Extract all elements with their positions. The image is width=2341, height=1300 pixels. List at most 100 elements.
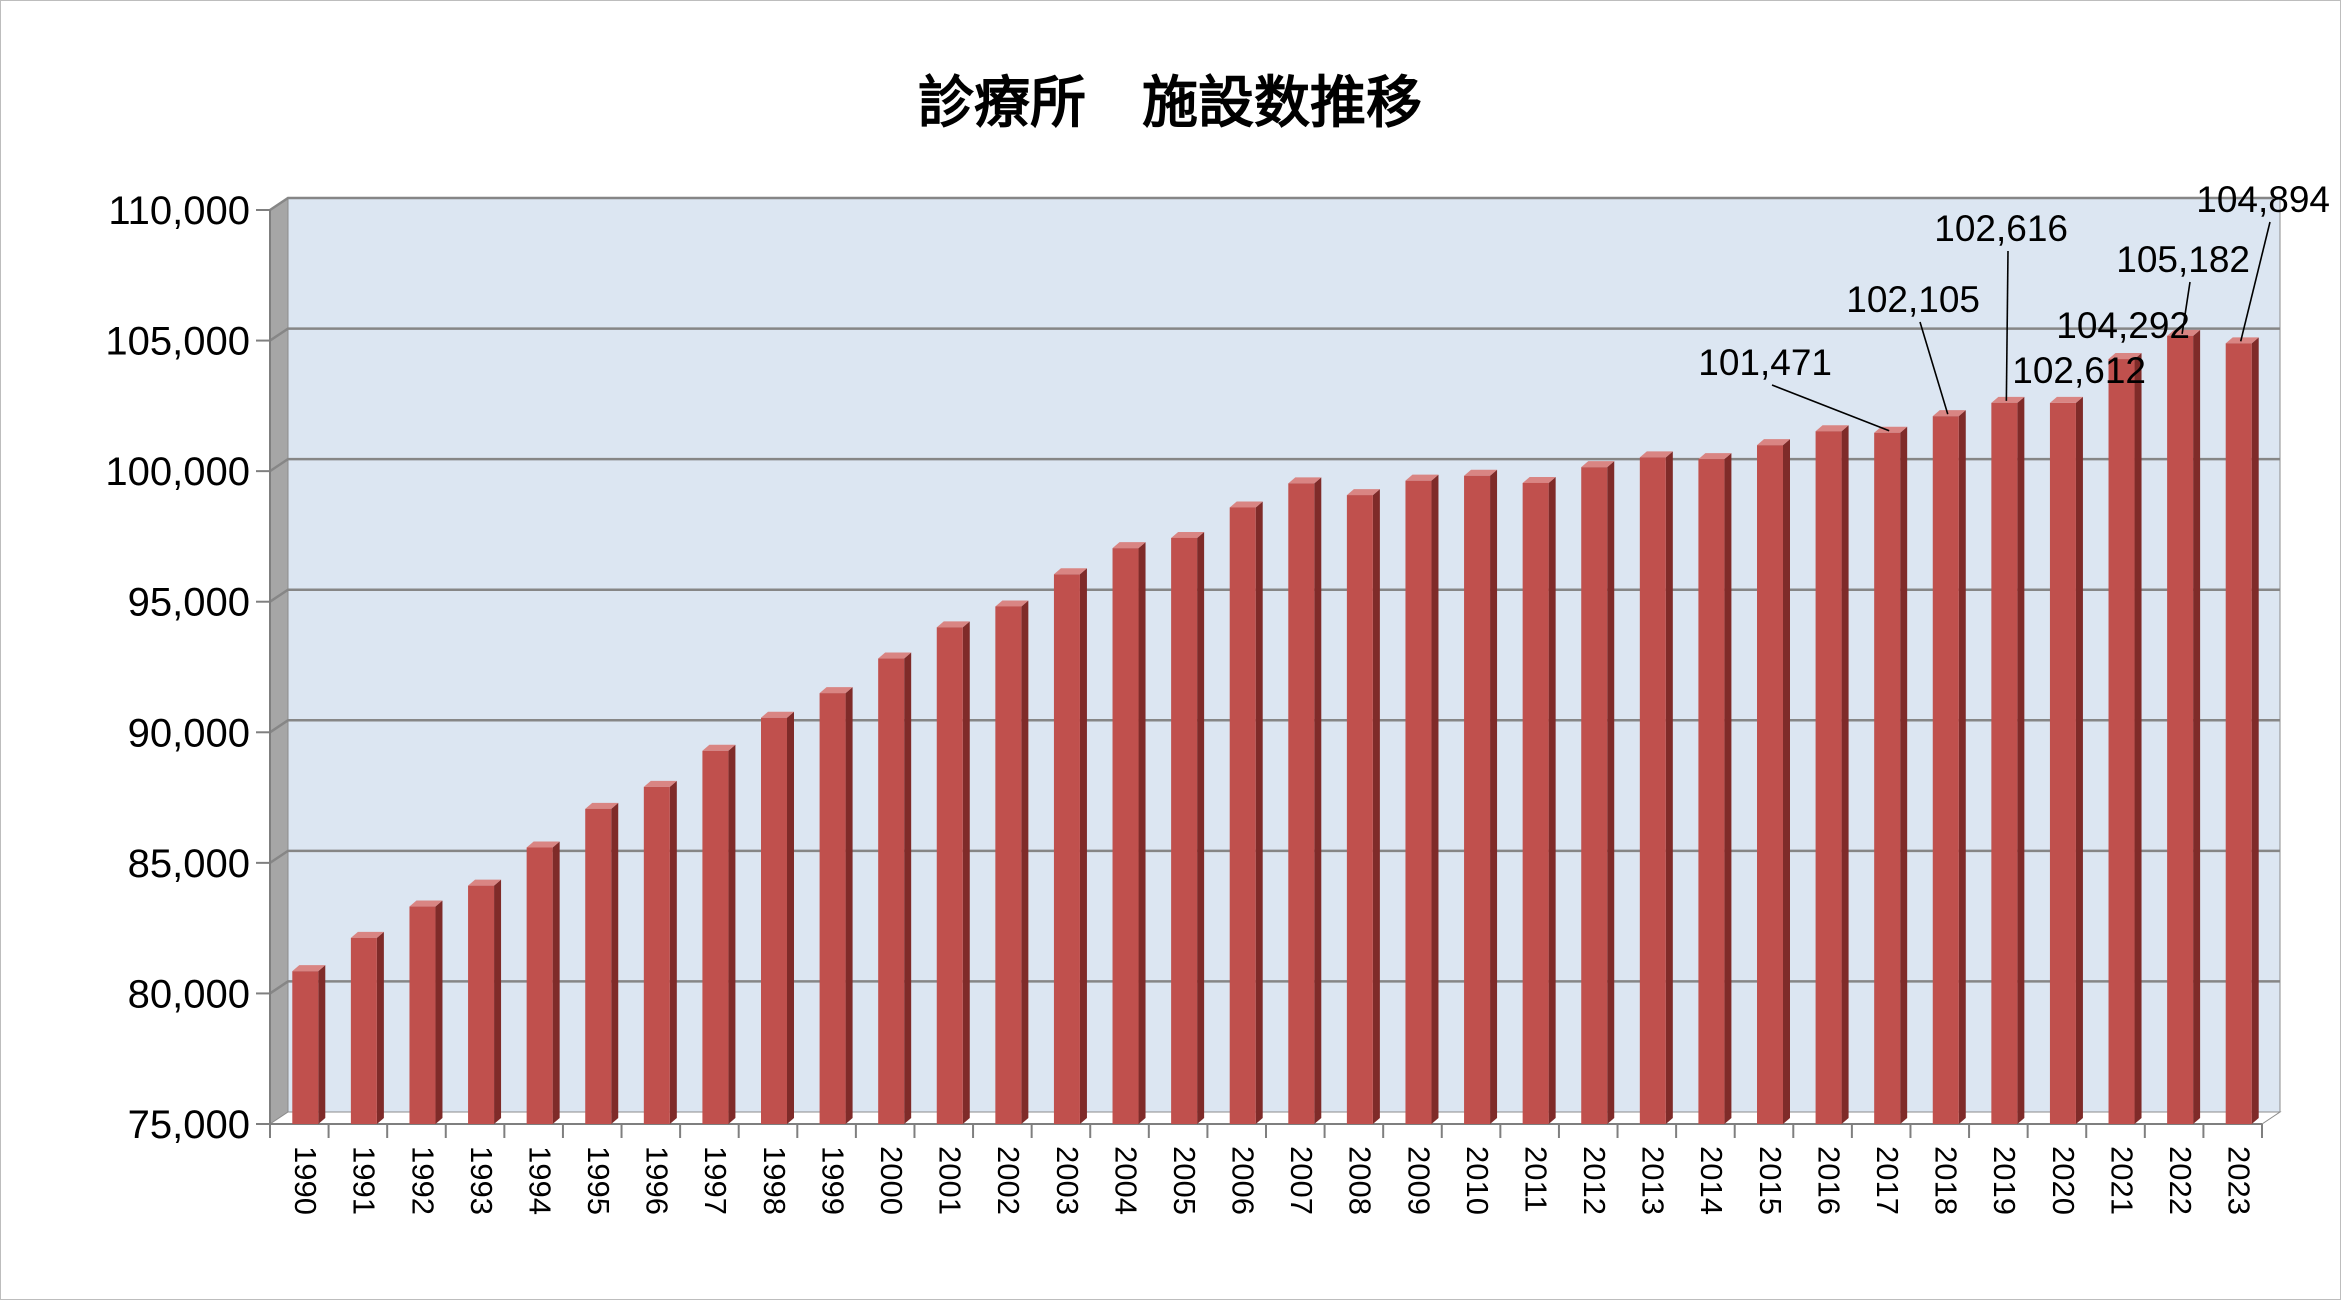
bar (878, 658, 905, 1124)
bar-top (995, 600, 1029, 607)
data-label-leader (2239, 221, 2271, 342)
x-tick-label: 2019 (1987, 1146, 2022, 1215)
bar-side (1079, 568, 1087, 1124)
bar-top (936, 621, 970, 628)
bar-top (1991, 396, 2025, 403)
bar-top (1522, 476, 1556, 483)
bar-top (878, 652, 912, 659)
y-tick-label: 110,000 (108, 189, 250, 233)
y-tick-label: 80,000 (128, 972, 250, 1016)
bar (1815, 431, 1842, 1124)
bar (409, 906, 436, 1124)
y-tick-label: 95,000 (128, 581, 250, 625)
bar-side (376, 931, 384, 1124)
bar-2012 (1581, 461, 1615, 1125)
bar-2005 (1171, 531, 1205, 1124)
x-tick-label: 1997 (698, 1146, 733, 1215)
bar-2004 (1112, 542, 1146, 1124)
bar-top (819, 687, 853, 694)
bar-2014 (1698, 453, 1732, 1125)
bar (526, 847, 553, 1124)
plot-floor (268, 1111, 2282, 1125)
bar-side (2251, 337, 2259, 1124)
bar-side (435, 900, 443, 1124)
x-tick-label: 1992 (405, 1146, 440, 1215)
bar-side (1783, 439, 1790, 1124)
bar-1996 (643, 780, 677, 1124)
bar-1998 (761, 711, 794, 1124)
data-label: 105,182 (2116, 239, 2250, 280)
bar-2002 (995, 600, 1029, 1124)
x-tick-label: 1990 (288, 1146, 323, 1215)
bar-side (1431, 474, 1439, 1124)
x-tick-label: 1999 (815, 1146, 850, 1215)
bar (350, 937, 377, 1124)
bar-1997 (702, 744, 736, 1124)
x-tick-label: 2005 (1167, 1146, 1202, 1215)
bar (1639, 457, 1666, 1125)
bar-side (552, 841, 560, 1124)
bar-top (526, 841, 560, 848)
x-tick-label: 1993 (464, 1146, 499, 1215)
x-tick-label: 2009 (1401, 1146, 1436, 1215)
bar-2011 (1522, 476, 1556, 1124)
x-tick-label: 2016 (1811, 1146, 1846, 1215)
x-tick-label: 2011 (1518, 1146, 1553, 1213)
bar (1991, 402, 2018, 1124)
bar-top (1815, 425, 1849, 432)
chart-title: 診療所 施設数推移 (918, 71, 1422, 136)
plot-area (268, 196, 2282, 1125)
bar-side (1607, 461, 1615, 1125)
x-tick-label: 1995 (581, 1146, 616, 1215)
bar (1698, 459, 1725, 1125)
bar (1171, 537, 1198, 1124)
bar-top (1112, 542, 1146, 549)
bar-side (845, 687, 853, 1124)
bar-top (2108, 353, 2142, 360)
bar (1053, 574, 1080, 1124)
gridline (269, 327, 2280, 342)
bar-2006 (1229, 501, 1263, 1124)
bar-top (1639, 451, 1673, 458)
x-tick-label: 2022 (2163, 1146, 2198, 1215)
bar-side (1255, 501, 1263, 1124)
y-axis: 75,000 80,000 85,000 90,000 95,000 100,000 105… (105, 189, 271, 1147)
y-tick-label: 100,000 (105, 450, 250, 494)
x-tick-label: 2013 (1636, 1146, 1671, 1215)
bar-top (1757, 439, 1790, 446)
bar (2225, 343, 2252, 1124)
bar-2009 (1405, 474, 1439, 1124)
x-tick-label: 1991 (347, 1146, 382, 1215)
bar (292, 971, 319, 1124)
bar-top (468, 879, 502, 886)
bar-side (1021, 600, 1029, 1124)
x-tick-label: 2021 (2104, 1146, 2139, 1215)
bar (1405, 480, 1432, 1124)
bar-side (669, 780, 677, 1124)
bar (1522, 482, 1549, 1124)
bar-2003 (1053, 568, 1087, 1124)
gridline (269, 719, 2280, 734)
bar-top (1932, 410, 1966, 417)
gridline (269, 980, 2280, 995)
x-tick-label: 2015 (1753, 1146, 1788, 1215)
bar-top (1171, 531, 1205, 538)
data-label: 104,894 (2196, 179, 2330, 220)
y-tick-label: 90,000 (128, 711, 250, 755)
bar (1757, 445, 1783, 1124)
x-tick-label: 2008 (1343, 1146, 1378, 1215)
bar-2010 (1464, 469, 1498, 1124)
bar-2021 (2108, 353, 2142, 1125)
bar-side (494, 879, 502, 1124)
bar-side (728, 744, 736, 1124)
bar-1990 (292, 965, 326, 1124)
bar-2023 (2225, 337, 2259, 1124)
bar (468, 885, 495, 1124)
bar (1288, 483, 1315, 1124)
bar (2108, 359, 2135, 1125)
x-tick-label: 1996 (640, 1146, 675, 1215)
bar-1995 (585, 802, 619, 1124)
bar-side (1490, 469, 1498, 1124)
bar-side (1197, 531, 1205, 1124)
bar-side (318, 965, 326, 1124)
